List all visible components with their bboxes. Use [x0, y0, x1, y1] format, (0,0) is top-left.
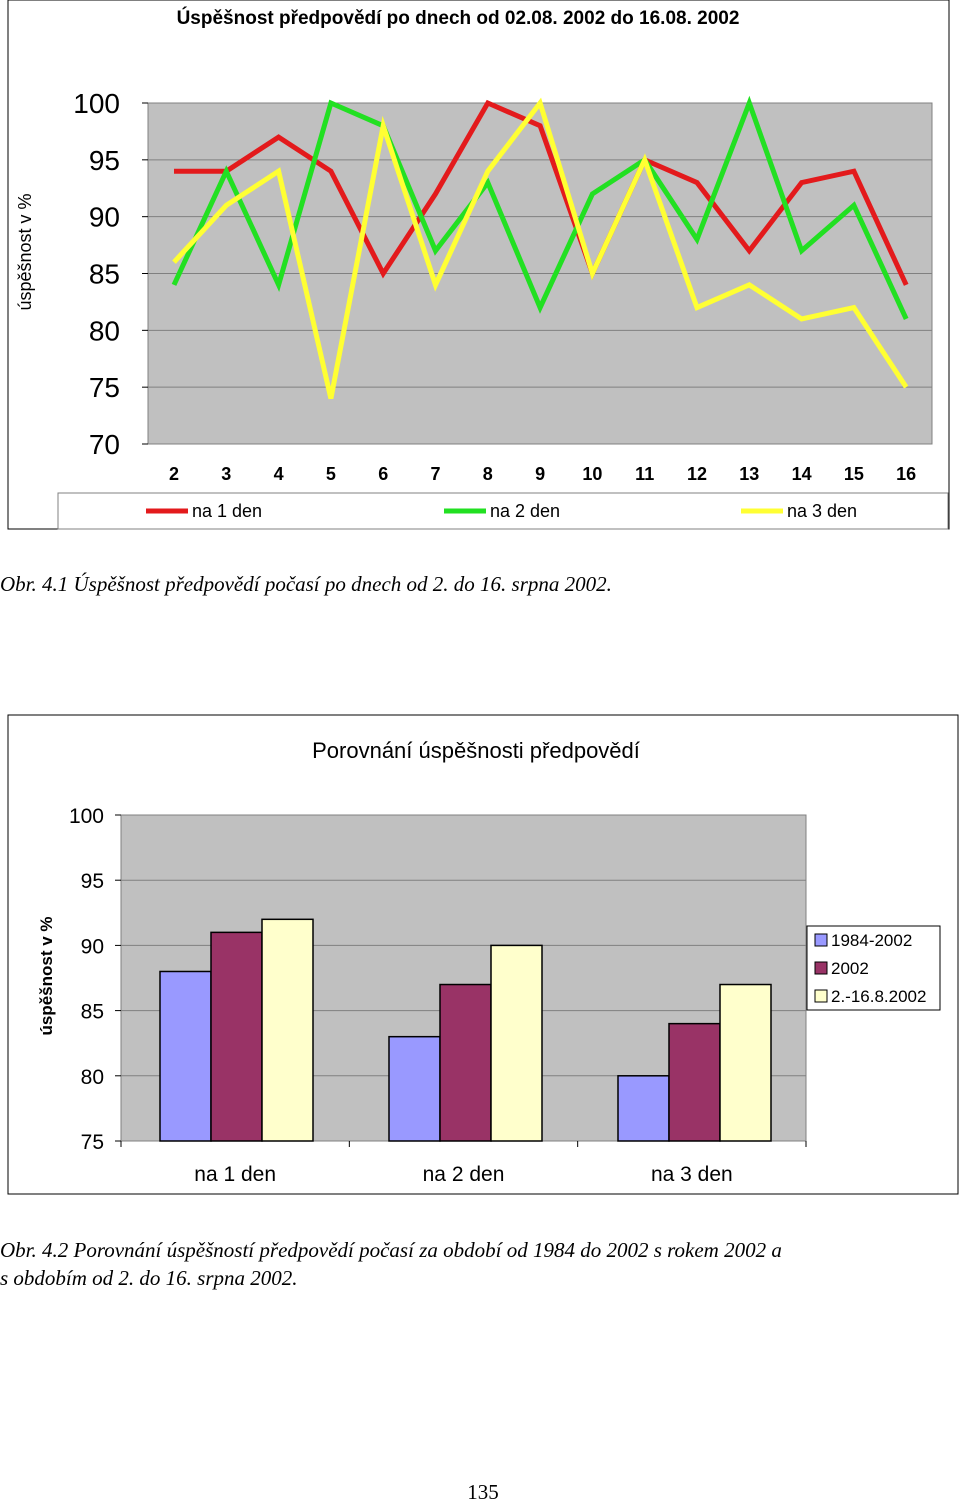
y-tick-label: 75 — [89, 372, 120, 403]
bar-1 — [617, 1075, 670, 1142]
y-tick-label: 80 — [89, 315, 120, 346]
legend-label: na 2 den — [490, 501, 560, 521]
series-line-3 — [172, 97, 909, 400]
x-tick-label: na 3 den — [651, 1163, 733, 1186]
chart-title: Porovnání úspěšnosti předpovědí — [312, 738, 640, 763]
bar-1 — [388, 1035, 441, 1142]
y-tick-label: 85 — [81, 1001, 104, 1024]
x-tick-label: 4 — [274, 464, 284, 484]
x-tick-label: 12 — [687, 464, 707, 484]
x-tick-label: 5 — [326, 464, 336, 484]
x-tick-label: 9 — [535, 464, 545, 484]
legend-box — [57, 492, 949, 530]
x-tick-label: 6 — [378, 464, 388, 484]
figure-caption-2-line-2: s obdobím od 2. do 16. srpna 2002. — [0, 1266, 298, 1290]
x-tick-label: 16 — [896, 464, 916, 484]
y-tick-label: 80 — [81, 1066, 104, 1089]
y-axis-label: úspěšnost v % — [15, 193, 35, 310]
legend-swatch — [814, 961, 828, 975]
x-tick-label: na 1 den — [194, 1163, 276, 1186]
bar-3 — [719, 983, 772, 1142]
x-tick-label: na 2 den — [423, 1163, 505, 1186]
legend-label: 1984-2002 — [831, 931, 912, 950]
y-tick-label: 70 — [89, 429, 120, 460]
bar-3 — [261, 918, 314, 1142]
legend-label: na 1 den — [192, 501, 262, 521]
y-tick-label: 90 — [81, 935, 104, 958]
y-tick-label: 95 — [89, 145, 120, 176]
y-axis-label: úspěšnost v % — [37, 916, 56, 1035]
figure-caption-1: Obr. 4.1 Úspěšnost předpovědí počasí po … — [0, 572, 612, 596]
legend-label: 2002 — [831, 959, 869, 978]
x-tick-label: 15 — [844, 464, 864, 484]
legend-swatch — [814, 933, 828, 947]
chart-title: Úspěšnost předpovědí po dnech od 02.08. … — [177, 7, 740, 29]
x-tick-label: 10 — [582, 464, 602, 484]
line-chart: Úspěšnost předpovědí po dnech od 02.08. … — [7, 0, 950, 530]
bar-2 — [439, 983, 492, 1142]
y-tick-label: 100 — [73, 88, 120, 119]
figure-caption-2-line-1: Obr. 4.2 Porovnání úspěšností předpovědí… — [0, 1238, 782, 1262]
y-tick-label: 75 — [81, 1131, 104, 1154]
x-tick-label: 14 — [792, 464, 812, 484]
series-line-2 — [171, 95, 909, 321]
x-tick-label: 2 — [169, 464, 179, 484]
legend-label: na 3 den — [787, 501, 857, 521]
y-tick-label: 95 — [81, 870, 104, 893]
x-tick-label: 8 — [483, 464, 493, 484]
x-tick-label: 11 — [635, 464, 654, 484]
legend-swatch — [814, 989, 828, 1003]
bar-3 — [490, 944, 543, 1142]
bar-2 — [210, 931, 263, 1142]
x-tick-label: 3 — [221, 464, 231, 484]
bar-chart: Porovnání úspěšnosti předpovědí 100 95 90 8… — [7, 714, 959, 1195]
y-tick-label: 90 — [89, 202, 120, 233]
y-tick-label: 100 — [69, 805, 104, 828]
legend-box — [806, 925, 941, 1011]
page-number: 135 — [467, 1480, 499, 1504]
legend-label: 2.-16.8.2002 — [831, 987, 926, 1006]
x-tick-label: 7 — [430, 464, 440, 484]
bar-1 — [159, 970, 212, 1142]
bar-2 — [668, 1022, 721, 1142]
y-tick-label: 85 — [89, 259, 120, 290]
x-tick-label: 13 — [739, 464, 759, 484]
